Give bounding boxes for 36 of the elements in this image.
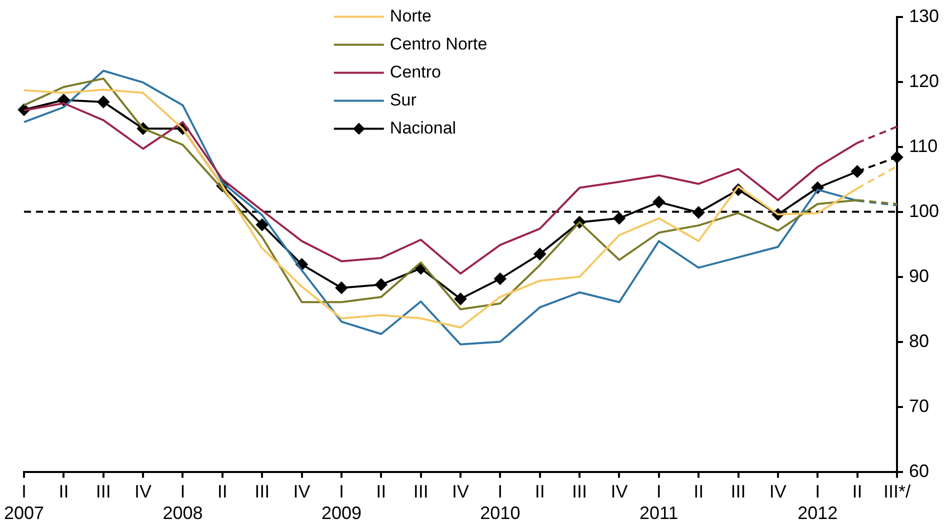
- x-tick-label: III: [96, 482, 111, 502]
- legend-label: Centro Norte: [390, 34, 488, 54]
- y-tick-label: 110: [908, 136, 938, 156]
- y-tick-label: 70: [908, 396, 929, 416]
- x-tick-label: I 2009: [321, 482, 362, 524]
- x-tick-label: IV: [769, 482, 786, 502]
- y-tick-label: 90: [908, 266, 929, 286]
- x-tick-label: II: [694, 482, 704, 502]
- y-tick-label: 130: [908, 6, 940, 26]
- x-tick-label: I 2008: [162, 482, 203, 524]
- legend-label: Centro: [390, 62, 441, 82]
- x-tick-label: II: [534, 482, 545, 502]
- y-tick-label: 120: [908, 70, 940, 91]
- x-tick-label: II: [852, 482, 862, 502]
- legend-label: Sur: [390, 90, 417, 110]
- x-tick-label: I 2010: [480, 482, 520, 524]
- legend-label: Nacional: [390, 118, 456, 138]
- x-tick-label: IV: [134, 482, 152, 502]
- x-tick-label: III: [572, 482, 588, 502]
- x-tick-label: II: [217, 482, 228, 502]
- x-tick-label: I 2011: [640, 482, 678, 524]
- x-tick-label: II: [58, 482, 69, 502]
- x-tick-label: III: [413, 482, 428, 502]
- x-tick-label: IV: [293, 482, 310, 502]
- y-tick-label: 60: [908, 460, 929, 481]
- y-tick-label: 100: [908, 200, 940, 221]
- x-tick-label: I 2007: [4, 482, 44, 524]
- x-tick-label: IV: [610, 482, 628, 502]
- x-tick-label: II: [376, 482, 386, 502]
- x-tick-label: I 2012: [798, 482, 838, 524]
- x-tick-label: III: [254, 482, 270, 502]
- x-tick-label: IV: [452, 482, 469, 502]
- x-tick-label: III*/: [883, 482, 910, 502]
- y-tick-label: 80: [908, 330, 929, 351]
- legend-label: Norte: [390, 6, 432, 26]
- x-tick-label: III: [730, 482, 746, 502]
